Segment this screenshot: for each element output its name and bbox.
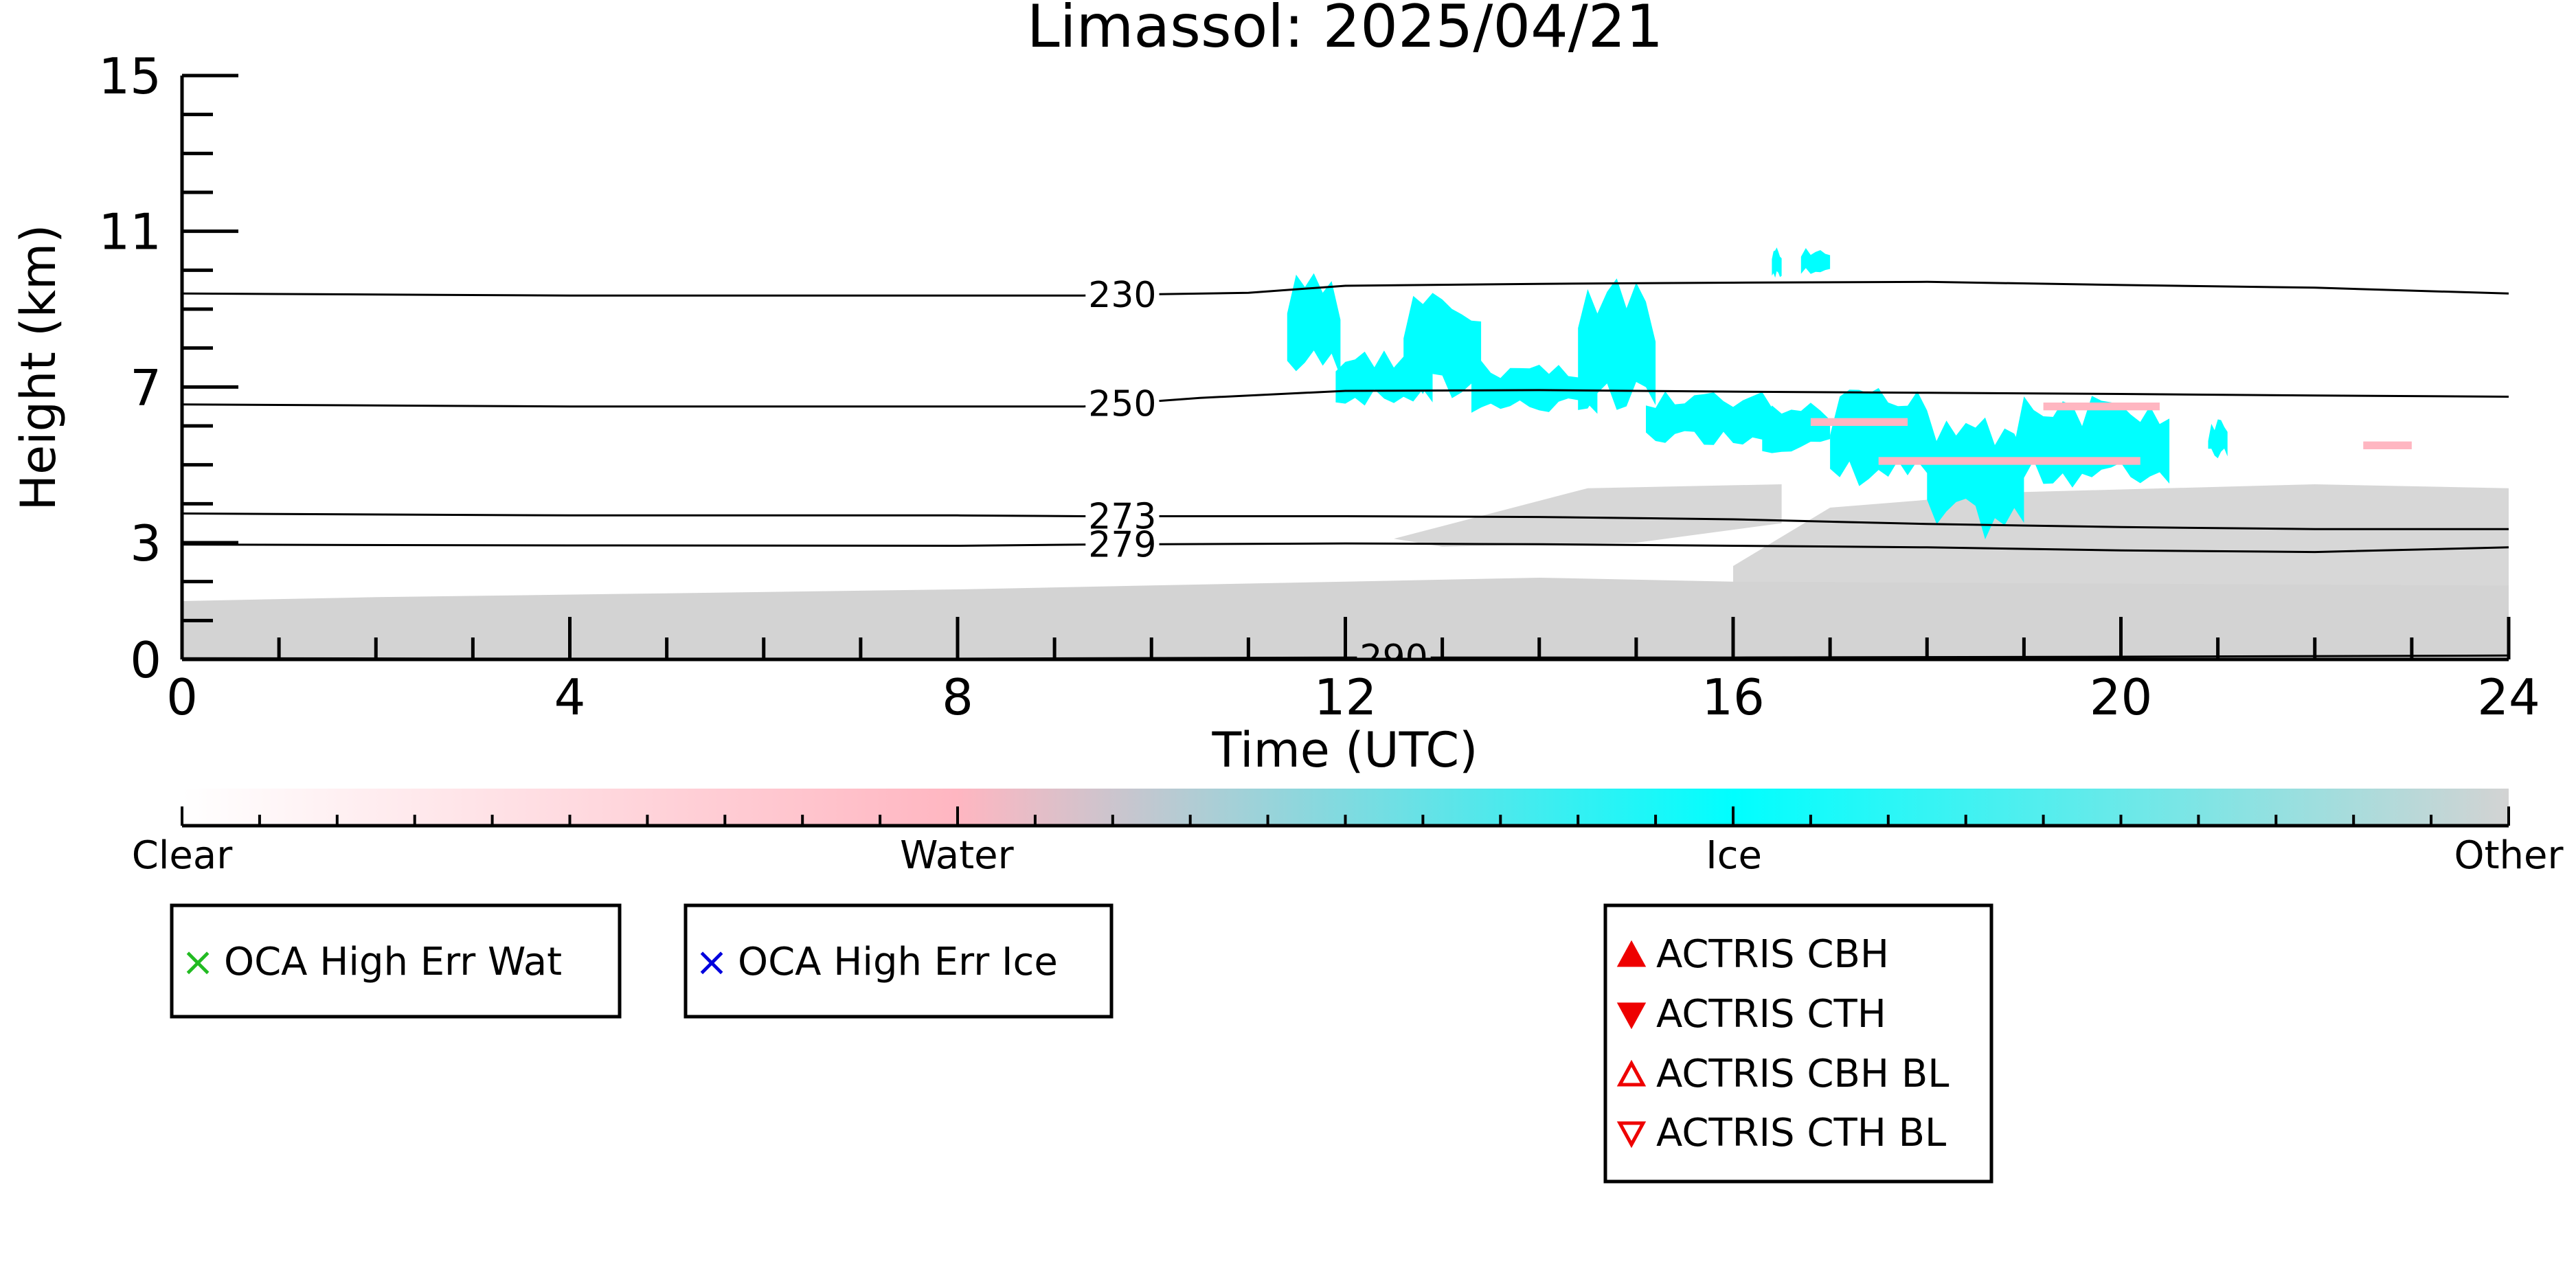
legend-oca-ice-symbol: × [695,938,729,985]
legend-oca-water: × OCA High Err Wat [170,903,622,1019]
x-tick-label: 16 [1702,668,1765,726]
y-tick-label: 3 [130,515,161,572]
x-tick-label: 8 [942,668,973,726]
contour-label: 279 [1088,525,1156,566]
legend-box-actris [1603,903,1993,1184]
ice-region [1471,361,1598,414]
contour-line [1159,542,2509,554]
colorbar-label: Clear [132,833,233,878]
contour-line [182,543,1086,547]
y-axis-label: Height (km) [10,225,67,511]
contour-line [182,512,1086,517]
y-tick-label: 7 [130,359,161,416]
legend-box-oca-water [170,903,622,1019]
ice-region [1646,391,1772,445]
actris-markers [1616,940,1647,1149]
colorbar-label: Ice [1706,833,1762,878]
colorbar-label: Water [900,833,1015,878]
ice-region [2208,419,2228,459]
contour-label: 250 [1088,384,1156,425]
contour-line [1159,515,2509,530]
contour-line [1159,280,2509,295]
water-class-layer [1810,403,2412,465]
ice-class-layer [1287,247,2228,540]
x-tick-label: 12 [1314,668,1377,726]
water-region [1810,418,1908,426]
colorbar: Clear Water Ice Other [132,789,2564,878]
water-region [2043,403,2160,411]
triangle-down-icon [1616,1121,1647,1149]
y-tick-label: 11 [98,203,161,261]
x-axis-label: Time (UTC) [1212,722,1478,778]
legend-oca-water-label: OCA High Err Wat [224,940,562,984]
water-region [1878,457,2140,465]
triangle-up-icon [1616,940,1647,967]
ice-region [1578,278,1656,410]
water-region [2363,441,2412,449]
ice-region [1287,273,1341,377]
legend-oca-ice: × OCA High Err Ice [683,903,1114,1019]
contour-label: 230 [1088,275,1156,316]
ice-region [1772,247,1782,278]
contour-line [182,292,1086,297]
legend-actris-cth-label: ACTRIS CTH [1656,992,1886,1037]
other-region [1394,484,1782,547]
ice-region [1762,403,1831,453]
x-tick-label: 0 [166,668,198,726]
legend-box-oca-ice [683,903,1114,1019]
contour-line [182,403,1086,408]
colorbar-label: Other [2454,833,2564,878]
axes: 0 3 7 11 15 0 4 8 12 16 20 24 [98,47,2540,726]
legend-actris-cth-bl-label: ACTRIS CTH BL [1656,1111,1946,1155]
ice-region [1830,387,1937,486]
ice-region [1800,248,1831,274]
x-tick-label: 24 [2477,668,2540,726]
x-tick-label: 4 [554,668,586,726]
triangle-up-icon [1616,1059,1647,1087]
legend-actris: ACTRIS CBH ACTRIS CTH ACTRIS CBH BL ACTR… [1603,903,1993,1184]
legend-actris-cbh-bl-label: ACTRIS CBH BL [1656,1052,1949,1096]
chart-title: Limassol: 2025/04/21 [1027,0,1663,61]
ice-region [1927,417,2024,540]
y-tick-label: 0 [130,631,161,689]
contour-label: 290 [1359,637,1427,679]
contour-label: 273 [1088,496,1156,537]
legend-oca-water-symbol: × [181,938,215,985]
other-region [1733,484,2509,589]
ice-region [1403,293,1482,399]
contour-line [1159,389,2509,403]
x-tick-label: 20 [2090,668,2153,726]
y-tick-label: 15 [98,47,161,105]
legend-oca-ice-label: OCA High Err Ice [738,940,1058,984]
legend-actris-cbh-label: ACTRIS CBH [1656,932,1889,977]
triangle-down-icon [1616,1002,1647,1030]
